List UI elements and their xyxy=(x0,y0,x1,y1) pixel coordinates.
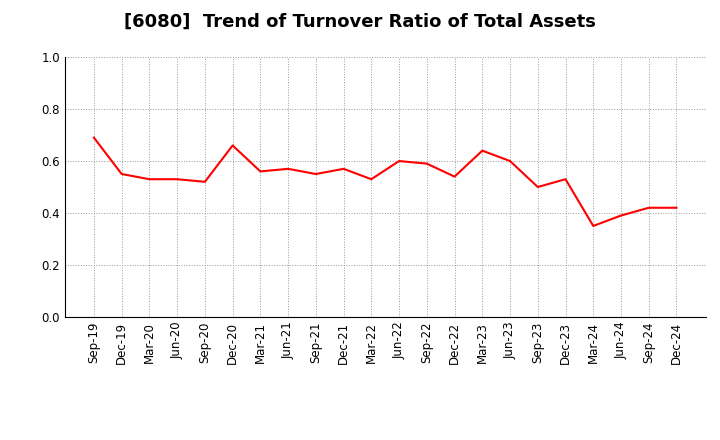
Text: [6080]  Trend of Turnover Ratio of Total Assets: [6080] Trend of Turnover Ratio of Total … xyxy=(124,13,596,31)
